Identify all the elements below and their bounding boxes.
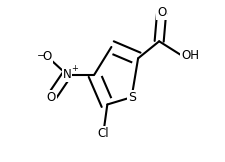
Text: +: +	[70, 64, 77, 73]
Text: O: O	[47, 91, 56, 104]
Text: O: O	[43, 50, 52, 63]
Text: OH: OH	[180, 49, 198, 62]
Text: Cl: Cl	[97, 127, 109, 140]
Text: N: N	[62, 68, 71, 81]
Text: O: O	[156, 6, 166, 19]
Text: −: −	[36, 51, 45, 61]
Text: S: S	[127, 91, 135, 104]
